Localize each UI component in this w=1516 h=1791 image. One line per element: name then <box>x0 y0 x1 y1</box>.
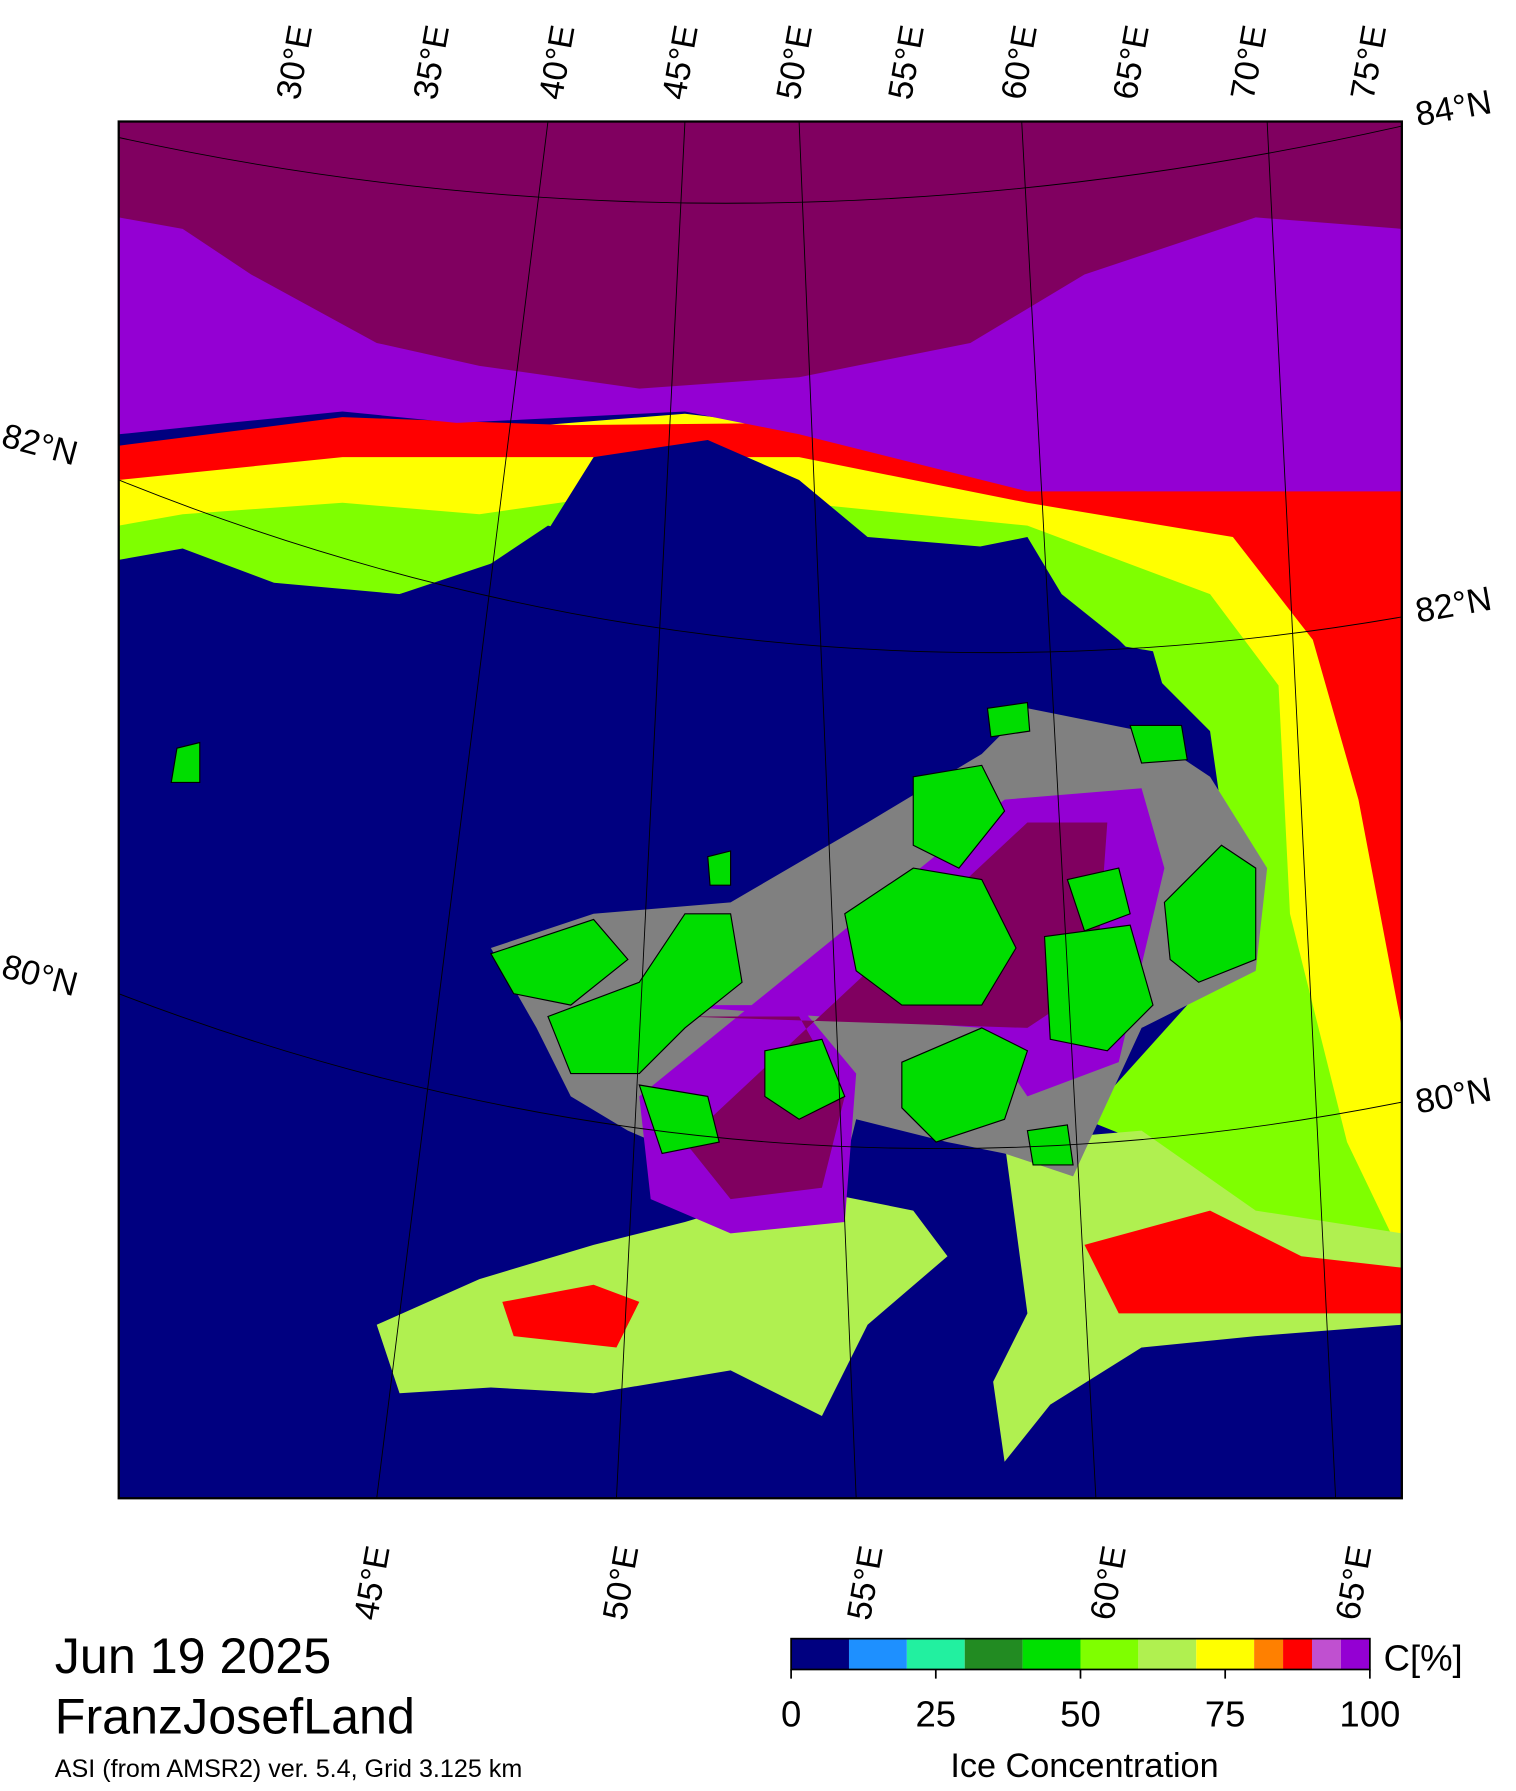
colorbar-segment <box>1283 1638 1313 1670</box>
island <box>490 918 629 1006</box>
top-longitude-label: 35°E <box>407 22 457 102</box>
colorbar-segment <box>1022 1638 1081 1670</box>
parallel <box>118 125 1402 204</box>
source: ASI (from AMSR2) ver. 5.4, Grid 3.125 km <box>55 1755 522 1783</box>
island <box>1163 844 1257 983</box>
southern-ice-red <box>502 1284 640 1348</box>
bottom-longitude-label: 55°E <box>840 1543 890 1623</box>
colorbar: 0 25 50 75 100 C[%] Ice Concentration <box>781 1638 1463 1785</box>
parallel <box>118 993 1402 1150</box>
island <box>764 1038 846 1120</box>
colorbar-segment <box>906 1638 965 1670</box>
top-longitude-label: 55°E <box>881 22 931 102</box>
right-latitude-label: 80°N <box>1413 1071 1495 1122</box>
island <box>1026 1124 1074 1166</box>
meridian <box>376 121 1337 1499</box>
island <box>707 850 732 886</box>
graticule <box>118 121 1402 1499</box>
colorbar-segment <box>964 1638 1023 1670</box>
top-longitude-label: 50°E <box>770 22 820 102</box>
colorbar-tick-label: 75 <box>1205 1694 1246 1735</box>
colorbar-tick-label: 50 <box>1060 1694 1101 1735</box>
parallel <box>118 479 1402 654</box>
island <box>170 741 201 784</box>
colorbar-segment <box>1138 1638 1197 1670</box>
colorbar-tick-label: 100 <box>1339 1694 1400 1735</box>
island <box>1129 724 1188 764</box>
colorbar-unit: C[%] <box>1384 1638 1463 1679</box>
left-latitude-label: 80°N <box>0 948 82 1005</box>
colorbar-segment <box>1254 1638 1284 1670</box>
colorbar-tick-label: 25 <box>915 1694 956 1735</box>
southeast-ice-red <box>1084 1210 1402 1314</box>
top-longitude-label: 75°E <box>1344 22 1394 102</box>
colorbar-segment <box>848 1638 907 1670</box>
colorbar-segment <box>1312 1638 1341 1670</box>
right-latitude-label: 82°N <box>1413 580 1495 631</box>
top-longitude-label: 60°E <box>994 22 1044 102</box>
top-longitude-label: 45°E <box>655 22 705 102</box>
colorbar-segment <box>791 1638 849 1670</box>
top-longitude-label: 65°E <box>1106 22 1156 102</box>
right-latitude-label: 84°N <box>1413 83 1495 134</box>
colorbar-tick-label: 0 <box>781 1694 801 1735</box>
island <box>547 913 743 1075</box>
island <box>901 1027 1029 1143</box>
map <box>117 120 1403 1500</box>
bottom-longitude-label: 65°E <box>1329 1543 1379 1623</box>
top-longitude-label: 40°E <box>532 22 582 102</box>
bottom-longitude-label: 45°E <box>347 1543 397 1623</box>
open-water-bay <box>205 440 1176 971</box>
islands <box>170 701 1257 1166</box>
date: Jun 19 2025 <box>55 1628 331 1684</box>
island <box>844 867 1017 1006</box>
top-longitude-label: 30°E <box>270 22 320 102</box>
island <box>1066 867 1131 932</box>
top-longitude-label: 70°E <box>1224 22 1274 102</box>
island <box>1043 924 1154 1052</box>
map-frame <box>117 120 1403 1500</box>
island <box>986 701 1031 738</box>
left-latitude-label: 82°N <box>0 417 82 474</box>
island <box>912 764 1006 869</box>
ice-pack-dense <box>118 121 1402 389</box>
bottom-longitude-label: 60°E <box>1083 1543 1133 1623</box>
colorbar-segment <box>1340 1638 1370 1670</box>
region: FranzJosefLand <box>55 1688 415 1744</box>
colorbar-segment <box>1080 1638 1139 1670</box>
colorbar-label: Ice Concentration <box>950 1747 1218 1785</box>
colorbar-segment <box>1196 1638 1255 1670</box>
southern-ice <box>376 1187 948 1417</box>
bottom-longitude-label: 50°E <box>596 1543 646 1623</box>
